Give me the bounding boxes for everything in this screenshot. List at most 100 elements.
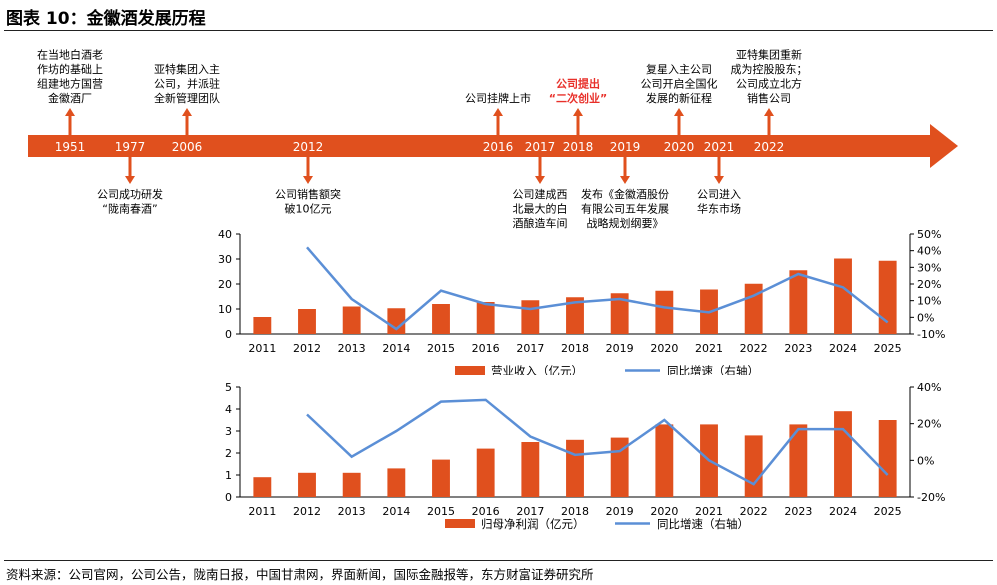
event-text: 有限公司五年发展 <box>581 202 669 216</box>
event-text: 公司开启全国化 <box>641 77 718 91</box>
x-tick-label: 2023 <box>784 342 812 355</box>
timeline-year-label: 2018 <box>563 140 594 154</box>
right-tick-label: -10% <box>917 328 945 341</box>
x-tick-label: 2018 <box>561 505 589 518</box>
left-tick-label: 0 <box>225 328 232 341</box>
right-tick-label: 0% <box>917 311 934 324</box>
event-text: 北最大的白 <box>513 202 568 216</box>
left-tick-label: 1 <box>225 469 232 482</box>
timeline: 1951 1977 2006 2012 2016 2017 2018 2019 2020 2021… <box>28 48 958 230</box>
left-tick-label: 2 <box>225 447 232 460</box>
timeline-year-label: 2017 <box>525 140 556 154</box>
x-tick-label: 2025 <box>874 342 902 355</box>
x-tick-label: 2022 <box>740 505 768 518</box>
bar <box>432 304 450 334</box>
timeline-year-label: 2016 <box>483 140 514 154</box>
legend-bar-swatch <box>445 519 475 528</box>
right-tick-label: -20% <box>917 491 945 504</box>
event-text: 组建地方国营 <box>37 77 103 91</box>
event-text: 战略规划纲要》 <box>587 216 664 230</box>
timeline-year-label: 2020 <box>664 140 695 154</box>
event-text: 公司进入 <box>697 188 741 201</box>
event-text: 金徽酒厂 <box>48 91 92 105</box>
left-tick-label: 20 <box>218 278 232 291</box>
bar <box>298 472 316 497</box>
bar <box>566 297 584 334</box>
timeline-arrowhead <box>930 124 958 168</box>
x-tick-label: 2024 <box>829 342 857 355</box>
timeline-year-label: 1977 <box>115 140 146 154</box>
bar <box>387 308 406 334</box>
bar <box>432 459 450 497</box>
event-arrow-down <box>535 176 545 184</box>
event-text: 公司，并派驻 <box>154 77 220 91</box>
bar <box>834 258 852 334</box>
bar <box>789 424 808 497</box>
x-tick-label: 2020 <box>650 505 678 518</box>
legend-bar-swatch <box>455 366 485 375</box>
left-tick-label: 5 <box>225 381 232 394</box>
bar <box>253 317 272 334</box>
x-tick-label: 2012 <box>293 342 321 355</box>
bar <box>878 260 897 334</box>
event-text: 发布《金徽酒股份 <box>581 187 669 201</box>
event-text: 公司销售额突 <box>275 187 341 201</box>
event-text: 公司挂牌上市 <box>465 91 531 105</box>
x-tick-label: 2023 <box>784 505 812 518</box>
event-arrow-up <box>674 108 684 116</box>
timeline-bar <box>28 135 940 157</box>
legend-bar-label: 营业收入（亿元） <box>491 364 583 375</box>
event-arrow-down <box>620 176 630 184</box>
event-arrow-up <box>182 108 192 116</box>
event-text: “陇南春酒” <box>102 202 157 216</box>
event-text: 公司成功研发 <box>97 187 163 201</box>
bar <box>566 439 584 497</box>
x-tick-label: 2017 <box>516 505 544 518</box>
event-arrow-down <box>714 176 724 184</box>
event-text: 公司成立北方 <box>736 77 802 91</box>
event-text: 公司提出 <box>556 77 600 91</box>
x-tick-label: 2018 <box>561 342 589 355</box>
source-rule <box>4 560 993 561</box>
x-tick-label: 2022 <box>740 342 768 355</box>
event-text: 发展的新征程 <box>646 91 712 105</box>
x-tick-label: 2025 <box>874 505 902 518</box>
right-tick-label: 20% <box>917 278 941 291</box>
x-tick-label: 2020 <box>650 342 678 355</box>
x-tick-label: 2021 <box>695 505 723 518</box>
right-tick-label: 30% <box>917 261 941 274</box>
x-tick-label: 2014 <box>382 505 410 518</box>
bar <box>521 442 540 497</box>
left-tick-label: 10 <box>218 303 232 316</box>
left-tick-label: 40 <box>218 228 232 241</box>
bar <box>834 411 852 497</box>
growth-line <box>306 246 889 331</box>
event-arrow-up <box>764 108 774 116</box>
right-tick-label: 50% <box>917 228 941 241</box>
legend-line-label: 同比增速（右轴） <box>657 517 749 531</box>
bar <box>655 290 674 334</box>
x-tick-label: 2011 <box>248 505 276 518</box>
revenue-chart: 0 10 20 30 40 -10% 0% 10% 20% 30% 40% 50% 2011 2012 20… <box>218 228 945 375</box>
bar <box>655 424 674 497</box>
title-rule <box>4 30 993 31</box>
bar <box>298 309 316 334</box>
event-arrow-down <box>125 176 135 184</box>
bar <box>342 306 361 334</box>
bar <box>878 420 897 497</box>
left-tick-label: 30 <box>218 253 232 266</box>
event-text: 在当地白酒老 <box>37 48 103 62</box>
x-tick-label: 2011 <box>248 342 276 355</box>
bar <box>476 448 495 497</box>
x-tick-label: 2013 <box>338 505 366 518</box>
bar <box>387 468 406 497</box>
event-text: 公司建成西 <box>513 187 568 201</box>
event-arrow-up <box>573 108 583 116</box>
event-text: 成为控股股东； <box>731 62 808 76</box>
growth-line <box>306 398 889 486</box>
timeline-year-label: 2021 <box>704 140 735 154</box>
bar <box>476 302 495 334</box>
x-tick-label: 2019 <box>606 505 634 518</box>
x-tick-label: 2013 <box>338 342 366 355</box>
legend-line-label: 同比增速（右轴） <box>667 364 759 375</box>
